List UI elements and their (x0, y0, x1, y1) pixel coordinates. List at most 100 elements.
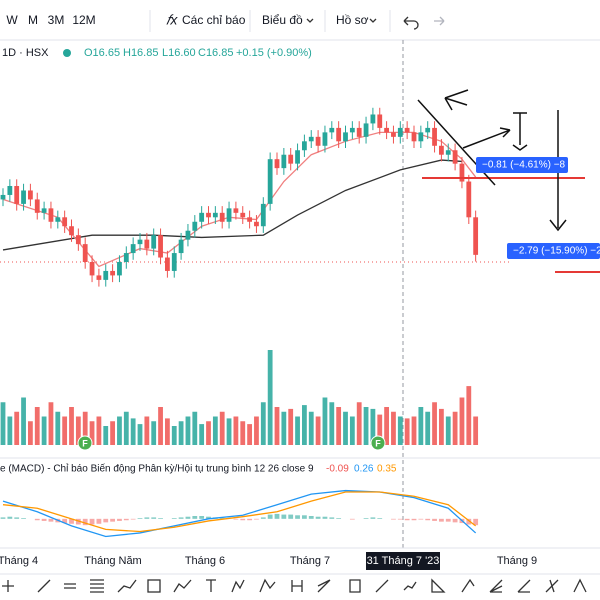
volume-bar (117, 416, 122, 445)
volume-bar (178, 421, 184, 445)
macd-histogram-bar (178, 517, 184, 519)
candle-body (343, 132, 348, 142)
macd-histogram-bar (254, 518, 259, 520)
volume-bar (404, 418, 410, 445)
candle-body (363, 123, 369, 137)
volume-bar (466, 386, 472, 445)
volume-bar (144, 416, 150, 445)
macd-histogram-bar (75, 518, 81, 525)
candle-body (34, 199, 40, 213)
volume-bar (185, 416, 191, 445)
macd-histogram-bar (233, 518, 239, 520)
candle-body (110, 270, 115, 276)
volume-bar (425, 411, 431, 445)
macd-histogram-bar (377, 518, 383, 519)
candle-body (137, 239, 143, 245)
candle-body (103, 270, 109, 280)
event-marker[interactable] (370, 435, 386, 451)
event-marker[interactable] (77, 435, 93, 451)
volume-bar (356, 402, 362, 445)
indicators-button[interactable]: Các chỉ báo (182, 13, 246, 27)
volume-bar (7, 416, 13, 445)
hand-drawn-arrow (462, 127, 511, 149)
macd-histogram-bar (41, 518, 47, 521)
macd-histogram-bar (34, 518, 40, 521)
macd-histogram-bar (247, 518, 252, 521)
macd-histogram-bar (308, 516, 314, 519)
candle-body (233, 208, 239, 213)
volume-bar (158, 407, 163, 445)
volume-bar (21, 397, 26, 445)
candle-body (274, 159, 280, 169)
candle-body (0, 194, 6, 200)
interval-button[interactable]: W (6, 13, 18, 27)
macd-histogram-bar (329, 517, 335, 519)
volume-bar (212, 416, 218, 445)
volume-bar (439, 408, 444, 445)
macd-histogram-bar (117, 518, 122, 521)
interval-button[interactable]: 3M (48, 13, 65, 27)
volume-bar (82, 411, 88, 445)
candle-body (82, 244, 88, 263)
event-label: F (82, 438, 88, 448)
toolbar (0, 0, 600, 40)
macd-histogram-bar (349, 518, 355, 520)
candle-body (14, 186, 20, 204)
candle-body (322, 132, 328, 146)
chevron (369, 18, 377, 23)
volume-bar (274, 407, 280, 445)
candle-body (41, 208, 47, 213)
candle-body (212, 212, 218, 218)
candle-body (439, 145, 444, 155)
macd-histogram-bar (411, 518, 417, 521)
candle-body (240, 212, 246, 218)
macd-histogram-bar (123, 518, 129, 521)
volume-bar (219, 411, 225, 445)
high: H16.85 (123, 47, 158, 59)
volume-bar (199, 424, 205, 445)
macd-histogram-bar (0, 517, 6, 519)
volume-bar (75, 416, 81, 445)
x-label: Tháng 7 (290, 555, 330, 567)
interval-button[interactable]: 12M (72, 13, 95, 27)
drawing-tools[interactable] (2, 578, 587, 593)
candle-body (391, 132, 396, 137)
chart-type-button[interactable]: Biểu đồ (262, 13, 303, 27)
volume-bar (452, 411, 458, 445)
candle-body (418, 132, 424, 142)
volume-bar (473, 416, 479, 445)
macd-histogram-bar (295, 515, 300, 519)
candle-body (96, 275, 102, 280)
volume-bar (206, 421, 211, 445)
redo-icon[interactable] (434, 16, 445, 26)
volume-bar (233, 416, 239, 445)
volume-bar (137, 424, 143, 445)
macd-histogram-bar (158, 518, 163, 519)
macd-histogram-bar (336, 518, 342, 519)
open: O16.65 (84, 47, 120, 59)
volume-bar (171, 426, 177, 445)
undo-icon[interactable] (403, 16, 419, 30)
macd-histogram-bar (7, 516, 13, 519)
measure-box (507, 243, 600, 259)
change: +0.15 (+0.90%) (236, 47, 312, 59)
macd-histogram-bar (48, 518, 54, 522)
profile-button[interactable]: Hồ sơ (336, 13, 369, 27)
macd-histogram-bar (432, 518, 437, 521)
volume-bar (459, 397, 465, 445)
macd-histogram-bar (439, 518, 444, 522)
interval-button[interactable]: M (28, 13, 38, 27)
candle-body (89, 262, 95, 276)
volume-bar (69, 407, 74, 445)
volume-bar (295, 416, 300, 445)
candle-body (158, 235, 163, 258)
candle-body (28, 190, 33, 200)
macd-histogram-bar (391, 518, 396, 520)
candle-body (62, 217, 68, 227)
candle-body (165, 257, 170, 271)
volume-bar (260, 402, 266, 445)
close: C16.85 (198, 47, 233, 59)
x-label: Tháng Năm (84, 555, 141, 567)
candle-body (295, 150, 300, 164)
candle-body (55, 217, 61, 222)
